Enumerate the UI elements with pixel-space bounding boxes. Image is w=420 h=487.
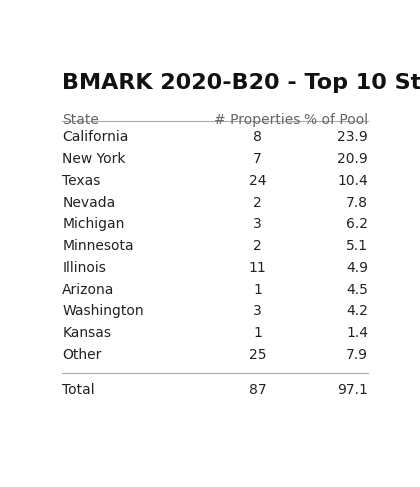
Text: 4.9: 4.9 [346,261,368,275]
Text: Illinois: Illinois [62,261,106,275]
Text: 1: 1 [253,282,262,297]
Text: Arizona: Arizona [62,282,115,297]
Text: 5.1: 5.1 [346,239,368,253]
Text: 2: 2 [253,196,262,210]
Text: 11: 11 [249,261,266,275]
Text: 3: 3 [253,217,262,231]
Text: Nevada: Nevada [62,196,116,210]
Text: 24: 24 [249,174,266,188]
Text: Washington: Washington [62,304,144,318]
Text: 8: 8 [253,131,262,145]
Text: 7.8: 7.8 [346,196,368,210]
Text: Other: Other [62,348,102,362]
Text: 7: 7 [253,152,262,166]
Text: 97.1: 97.1 [337,383,368,397]
Text: 87: 87 [249,383,266,397]
Text: # Properties: # Properties [214,113,301,127]
Text: 7.9: 7.9 [346,348,368,362]
Text: 20.9: 20.9 [338,152,368,166]
Text: New York: New York [62,152,126,166]
Text: Texas: Texas [62,174,101,188]
Text: Total: Total [62,383,95,397]
Text: Minnesota: Minnesota [62,239,134,253]
Text: 2: 2 [253,239,262,253]
Text: Kansas: Kansas [62,326,111,340]
Text: 4.2: 4.2 [346,304,368,318]
Text: California: California [62,131,129,145]
Text: 1: 1 [253,326,262,340]
Text: 6.2: 6.2 [346,217,368,231]
Text: % of Pool: % of Pool [304,113,368,127]
Text: 10.4: 10.4 [338,174,368,188]
Text: 1.4: 1.4 [346,326,368,340]
Text: Michigan: Michigan [62,217,125,231]
Text: 25: 25 [249,348,266,362]
Text: BMARK 2020-B20 - Top 10 States: BMARK 2020-B20 - Top 10 States [62,74,420,94]
Text: 23.9: 23.9 [338,131,368,145]
Text: State: State [62,113,99,127]
Text: 3: 3 [253,304,262,318]
Text: 4.5: 4.5 [346,282,368,297]
